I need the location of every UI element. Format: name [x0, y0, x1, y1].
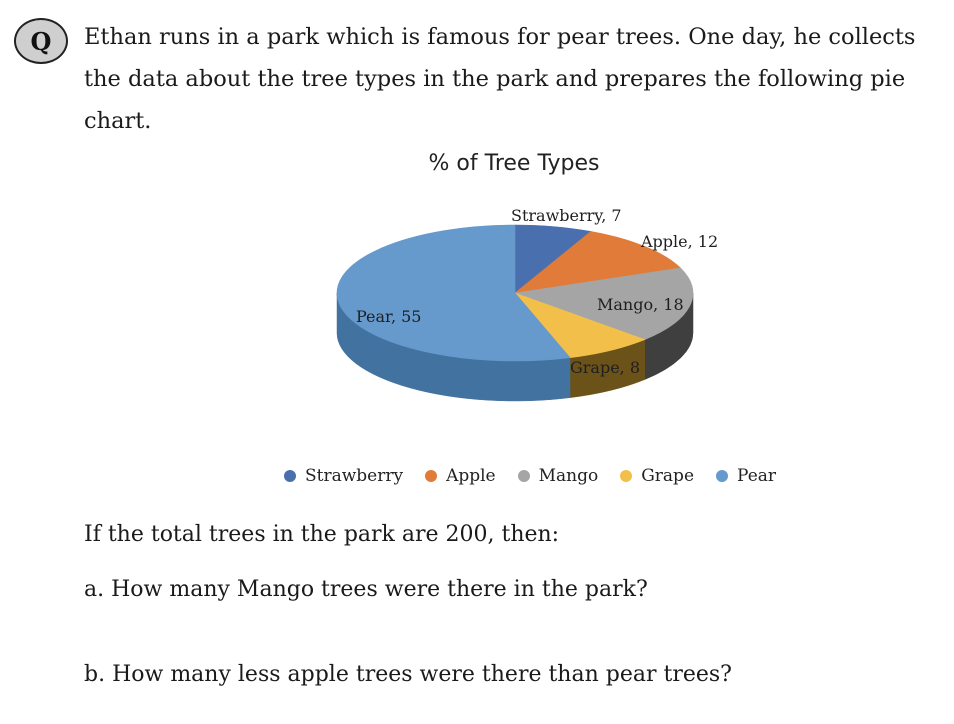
chart-legend: Strawberry Apple Mango Grape Pear: [270, 466, 790, 486]
data-label-strawberry: Strawberry, 7: [511, 206, 622, 225]
chart-title: % of Tree Types: [428, 151, 600, 176]
legend-item-pear: Pear: [716, 466, 776, 486]
pie-data-labels: Strawberry, 7 Apple, 12 Mango, 18 Grape, 8 P…: [356, 206, 718, 377]
legend-item-mango: Mango: [517, 466, 599, 486]
legend-label-grape: Grape: [641, 466, 695, 486]
data-label-pear: Pear, 55: [356, 307, 421, 326]
legend-swatch-pear: [716, 470, 729, 482]
question-a: a. How many Mango trees were there in th…: [84, 577, 648, 602]
legend-label-mango: Mango: [538, 466, 599, 486]
question-b: b. How many less apple trees were there …: [84, 662, 732, 687]
pie-chart: % of Tree Types Strawberry, 7 Apple, 12 Ma…: [270, 150, 790, 500]
question-line-2: the data about the tree types in the par…: [84, 66, 906, 92]
legend-swatch-mango: [517, 470, 530, 482]
data-label-grape: Grape, 8: [570, 358, 640, 377]
pie-slice-mango: [514, 267, 694, 340]
data-label-apple: Apple, 12: [640, 232, 718, 251]
legend-label-pear: Pear: [737, 466, 777, 486]
data-label-mango: Mango, 18: [597, 295, 684, 314]
pie-slices: [336, 224, 694, 362]
pie-slice-grape: [514, 292, 646, 358]
pie-sides: [336, 292, 694, 402]
legend-label-apple: Apple: [446, 466, 496, 486]
question-text: Ethan runs in a park which is famous for…: [84, 16, 946, 142]
question-badge-letter: Q: [30, 26, 52, 56]
legend-swatch-grape: [620, 470, 633, 482]
legend-swatch-strawberry: [283, 470, 296, 482]
pie-chart-svg: Strawberry, 7 Apple, 12 Mango, 18 Grape, 8 P…: [336, 206, 718, 402]
pie-slice-apple: [513, 231, 682, 294]
pie-slice-pear: [336, 224, 571, 362]
question-line-3: chart.: [84, 108, 152, 134]
legend-label-strawberry: Strawberry: [304, 466, 404, 486]
legend-item-apple: Apple: [425, 466, 496, 486]
legend-item-grape: Grape: [620, 466, 694, 486]
legend-item-strawberry: Strawberry: [283, 466, 404, 486]
question-badge: Q: [14, 18, 68, 64]
legend-swatch-apple: [425, 470, 438, 482]
question-line-1: Ethan runs in a park which is famous for…: [84, 24, 916, 50]
intro-text: If the total trees in the park are 200, …: [84, 522, 560, 547]
